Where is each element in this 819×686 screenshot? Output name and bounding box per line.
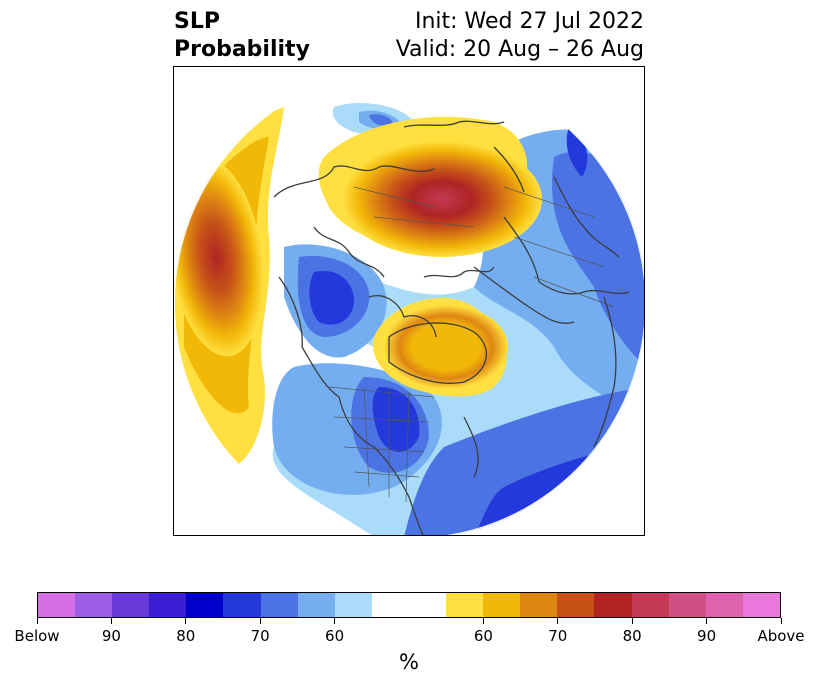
colorbar-tick xyxy=(631,618,633,624)
init-date: Init: Wed 27 Jul 2022 xyxy=(414,9,644,34)
colorbar-tick-label: 70 xyxy=(250,627,270,645)
colorbar-segment xyxy=(297,593,335,617)
title-variable: SLP xyxy=(174,9,220,34)
colorbar-segment xyxy=(334,593,372,617)
siberia-high-core xyxy=(342,141,542,257)
colorbar-segment xyxy=(186,593,224,617)
polar-map xyxy=(174,67,644,535)
colorbar-tick-label: 90 xyxy=(697,627,717,645)
colorbar-tick xyxy=(334,618,336,624)
colorbar-segment xyxy=(631,593,669,617)
title-left: SLP Probability xyxy=(174,8,310,64)
colorbar-segment xyxy=(371,593,409,617)
colorbar-segment xyxy=(557,593,595,617)
colorbar-segment xyxy=(705,593,743,617)
colorbar-segment xyxy=(223,593,261,617)
colorbar-tick xyxy=(259,618,261,624)
colorbar-segment xyxy=(668,593,706,617)
colorbar-tick-label: 60 xyxy=(473,627,493,645)
colorbar-tick-label: Above xyxy=(757,627,805,645)
colorbar-segment xyxy=(446,593,484,617)
colorbar-tick xyxy=(36,618,38,624)
country-borders xyxy=(328,186,615,503)
colorbar-tick xyxy=(482,618,484,624)
colorbar-segment xyxy=(112,593,150,617)
colorbar-tick-label: 90 xyxy=(101,627,121,645)
colorbar-units: % xyxy=(399,650,419,674)
valid-range: Valid: 20 Aug – 26 Aug xyxy=(395,37,644,62)
colorbar-tick-label: 80 xyxy=(176,627,196,645)
colorbar-tick-label: Below xyxy=(14,627,60,645)
coastlines xyxy=(273,120,630,535)
colorbar-segment xyxy=(520,593,558,617)
colorbar-tick xyxy=(706,618,708,624)
colorbar-segment xyxy=(594,593,632,617)
title-product: Probability xyxy=(174,37,310,62)
colorbar-tick-label: 80 xyxy=(622,627,642,645)
map-panel xyxy=(173,66,645,536)
greenland-high-core xyxy=(384,305,508,389)
colorbar-segment xyxy=(75,593,113,617)
colorbar-tick-label: 70 xyxy=(548,627,568,645)
colorbar-segment xyxy=(483,593,521,617)
colorbar-tick-label: 60 xyxy=(325,627,345,645)
colorbar-segment xyxy=(149,593,187,617)
colorbar-tick xyxy=(557,618,559,624)
colorbar-segment xyxy=(742,593,780,617)
colorbar-tick xyxy=(780,618,782,624)
probability-field xyxy=(174,67,644,535)
title-right: Init: Wed 27 Jul 2022 Valid: 20 Aug – 26… xyxy=(396,8,644,64)
colorbar-segment xyxy=(38,593,76,617)
colorbar-segment xyxy=(260,593,298,617)
colorbar-segment xyxy=(408,593,447,617)
colorbar-tick xyxy=(110,618,112,624)
colorbar xyxy=(37,592,781,618)
colorbar-tick xyxy=(185,618,187,624)
